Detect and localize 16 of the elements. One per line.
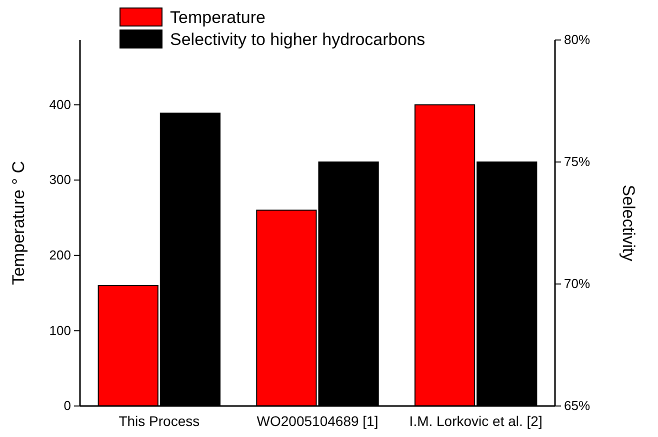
x-tick-label: WO2005104689 [1] — [256, 412, 378, 429]
legend-label: Selectivity to higher hydrocarbons — [170, 30, 426, 49]
y2-tick-label: 65% — [564, 398, 590, 414]
x-tick-label: I.M. Lorkovic et al. [2] — [409, 412, 542, 429]
legend-label: Temperature — [170, 8, 266, 27]
y-axis-title: Temperature ° C — [9, 161, 28, 285]
y2-axis-title: Selectivity — [619, 184, 638, 262]
y-tick-label: 400 — [49, 96, 71, 112]
x-tick-label: This Process — [118, 412, 200, 429]
y2-tick-label: 80% — [564, 32, 590, 48]
y2-tick-label: 70% — [564, 276, 590, 292]
y-tick-label: 300 — [49, 172, 71, 188]
y-tick-label: 200 — [49, 248, 71, 263]
y-tick-label: 0 — [64, 398, 71, 414]
y-tick-label: 100 — [49, 322, 71, 338]
y2-tick-label: 75% — [564, 154, 590, 170]
